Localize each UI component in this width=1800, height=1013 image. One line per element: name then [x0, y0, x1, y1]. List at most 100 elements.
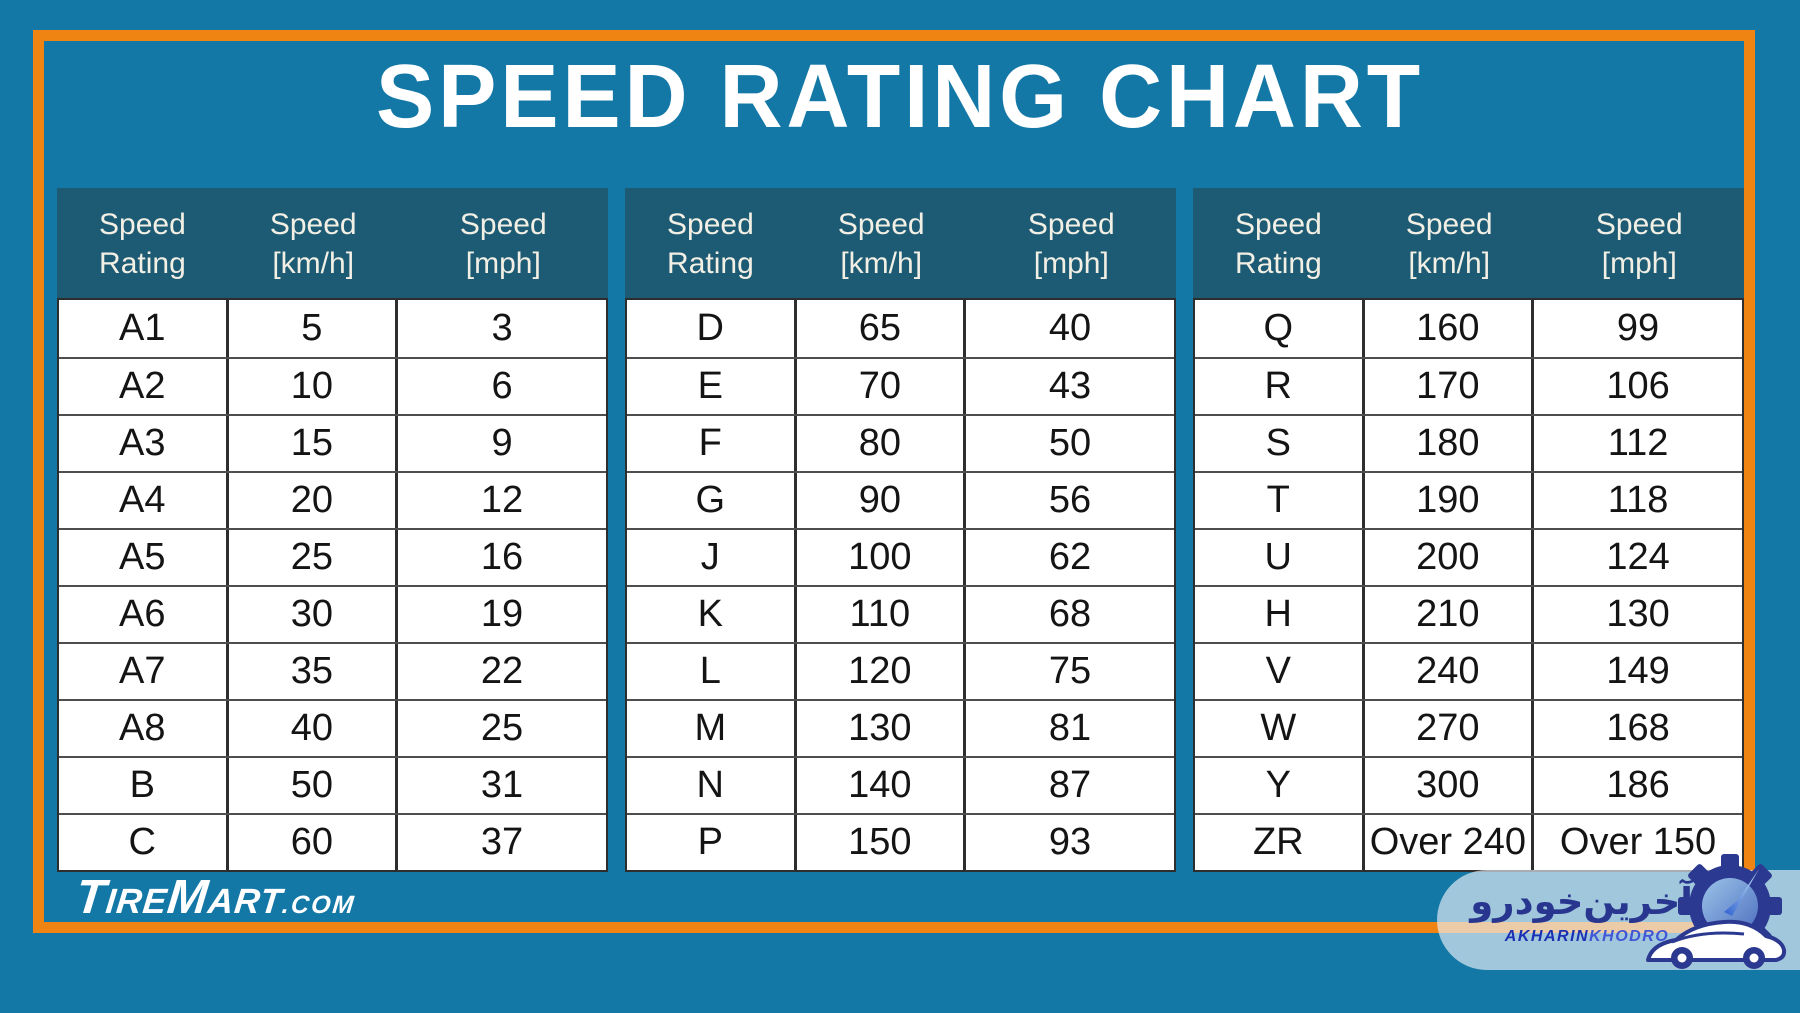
- speed-table-panel-2: Speed Rating Speed [km/h] Speed [mph] D: [625, 188, 1176, 872]
- cell-speed-kmh: 25: [229, 530, 399, 585]
- table-row: C 60 37: [59, 813, 606, 870]
- cell-speed-kmh: 70: [797, 359, 967, 414]
- cell-speed-rating: K: [627, 587, 797, 642]
- column-header-speed-kmh: Speed [km/h]: [269, 208, 357, 280]
- cell-speed-mph: 12: [480, 479, 524, 521]
- cell-speed-kmh: 50: [229, 758, 399, 813]
- table-row: A7 35 22: [59, 642, 606, 699]
- table-row: P 150 93: [627, 813, 1174, 870]
- cell-speed-rating: W: [1195, 701, 1365, 756]
- table-row: B 50 31: [59, 756, 606, 813]
- table-body: Q 160 99 R 170 106 S 180 112: [1193, 298, 1744, 872]
- table-row: E 70 43: [627, 357, 1174, 414]
- cell-speed-rating: A8: [59, 701, 229, 756]
- cell-speed-mph: 68: [1048, 593, 1092, 635]
- speed-table-panel-3: Speed Rating Speed [km/h] Speed [mph] Q: [1193, 188, 1744, 872]
- table-row: Y 300 186: [1195, 756, 1742, 813]
- column-header-speed-kmh: Speed [km/h]: [837, 208, 925, 280]
- cell-speed-kmh: 270: [1365, 701, 1535, 756]
- cell-speed-kmh: 20: [229, 473, 399, 528]
- cell-speed-rating: N: [627, 758, 797, 813]
- watermark-latin-title: AKHARINKHODRO: [1504, 928, 1670, 945]
- table-row: J 100 62: [627, 528, 1174, 585]
- cell-speed-mph: 25: [480, 707, 524, 749]
- column-header-speed-mph: Speed [mph]: [459, 208, 547, 280]
- cell-speed-rating: L: [627, 644, 797, 699]
- cell-speed-kmh: 110: [797, 587, 967, 642]
- table-header-row: Speed Rating Speed [km/h] Speed [mph]: [1193, 188, 1744, 298]
- table-row: A1 5 3: [59, 300, 606, 357]
- table-row: Q 160 99: [1195, 300, 1742, 357]
- cell-speed-rating: A5: [59, 530, 229, 585]
- cell-speed-rating: Q: [1195, 300, 1365, 357]
- table-row: ZR Over 240 Over 150: [1195, 813, 1742, 870]
- cell-speed-mph: 99: [1616, 307, 1660, 349]
- table-row: L 120 75: [627, 642, 1174, 699]
- table-row: U 200 124: [1195, 528, 1742, 585]
- cell-speed-rating: ZR: [1195, 815, 1365, 870]
- cell-speed-mph: 16: [480, 536, 524, 578]
- cell-speed-kmh: 130: [797, 701, 967, 756]
- table-row: A3 15 9: [59, 414, 606, 471]
- cell-speed-rating: S: [1195, 416, 1365, 471]
- cell-speed-kmh: Over 240: [1365, 815, 1535, 870]
- cell-speed-kmh: 5: [229, 300, 399, 357]
- cell-speed-mph: 50: [1048, 422, 1092, 464]
- table-row: A8 40 25: [59, 699, 606, 756]
- cell-speed-kmh: 210: [1365, 587, 1535, 642]
- cell-speed-mph: 186: [1606, 764, 1670, 806]
- table-row: W 270 168: [1195, 699, 1742, 756]
- cell-speed-kmh: 15: [229, 416, 399, 471]
- watermark-persian-title: آخرین‌خودرو: [1470, 880, 1694, 923]
- table-body: A1 5 3 A2 10 6 A3 15 9: [57, 298, 608, 872]
- cell-speed-rating: Y: [1195, 758, 1365, 813]
- cell-speed-kmh: 190: [1365, 473, 1535, 528]
- speed-table-panel-1: Speed Rating Speed [km/h] Speed [mph] A1: [57, 188, 608, 872]
- watermark-text-block: آخرین‌خودرو AKHARINKHODRO: [1470, 878, 1694, 946]
- cell-speed-rating: A6: [59, 587, 229, 642]
- column-header-speed-mph: Speed [mph]: [1027, 208, 1115, 280]
- table-row: V 240 149: [1195, 642, 1742, 699]
- cell-speed-kmh: 120: [797, 644, 967, 699]
- cell-speed-kmh: 65: [797, 300, 967, 357]
- cell-speed-rating: A3: [59, 416, 229, 471]
- cell-speed-rating: E: [627, 359, 797, 414]
- table-row: N 140 87: [627, 756, 1174, 813]
- cell-speed-mph: Over 150: [1559, 821, 1717, 863]
- table-row: K 110 68: [627, 585, 1174, 642]
- table-row: A2 10 6: [59, 357, 606, 414]
- cell-speed-mph: 6: [491, 365, 513, 407]
- tiremart-logo: TIREMART.COM: [73, 871, 357, 924]
- cell-speed-kmh: 80: [797, 416, 967, 471]
- cell-speed-rating: V: [1195, 644, 1365, 699]
- cell-speed-kmh: 160: [1365, 300, 1535, 357]
- cell-speed-mph: 43: [1048, 365, 1092, 407]
- table-row: R 170 106: [1195, 357, 1742, 414]
- table-row: A6 30 19: [59, 585, 606, 642]
- akharinkhodro-watermark: آخرین‌خودرو AKHARINKHODRO: [1437, 854, 1800, 970]
- cell-speed-mph: 3: [491, 307, 513, 349]
- column-header-speed-rating: Speed Rating: [99, 208, 186, 280]
- cell-speed-mph: 31: [480, 764, 524, 806]
- table-row: A5 25 16: [59, 528, 606, 585]
- table-row: M 130 81: [627, 699, 1174, 756]
- cell-speed-mph: 149: [1606, 650, 1670, 692]
- cell-speed-mph: 87: [1048, 764, 1092, 806]
- table-row: F 80 50: [627, 414, 1174, 471]
- cell-speed-rating: H: [1195, 587, 1365, 642]
- cell-speed-mph: 37: [480, 821, 524, 863]
- cell-speed-mph: 22: [480, 650, 524, 692]
- cell-speed-rating: P: [627, 815, 797, 870]
- table-header-row: Speed Rating Speed [km/h] Speed [mph]: [625, 188, 1176, 298]
- cell-speed-kmh: 180: [1365, 416, 1535, 471]
- cell-speed-mph: 19: [480, 593, 524, 635]
- table-body: D 65 40 E 70 43 F 80 50: [625, 298, 1176, 872]
- cell-speed-rating: B: [59, 758, 229, 813]
- cell-speed-kmh: 10: [229, 359, 399, 414]
- cell-speed-rating: A4: [59, 473, 229, 528]
- table-row: H 210 130: [1195, 585, 1742, 642]
- cell-speed-kmh: 40: [229, 701, 399, 756]
- column-header-speed-rating: Speed Rating: [667, 208, 754, 280]
- cell-speed-kmh: 300: [1365, 758, 1535, 813]
- cell-speed-kmh: 60: [229, 815, 399, 870]
